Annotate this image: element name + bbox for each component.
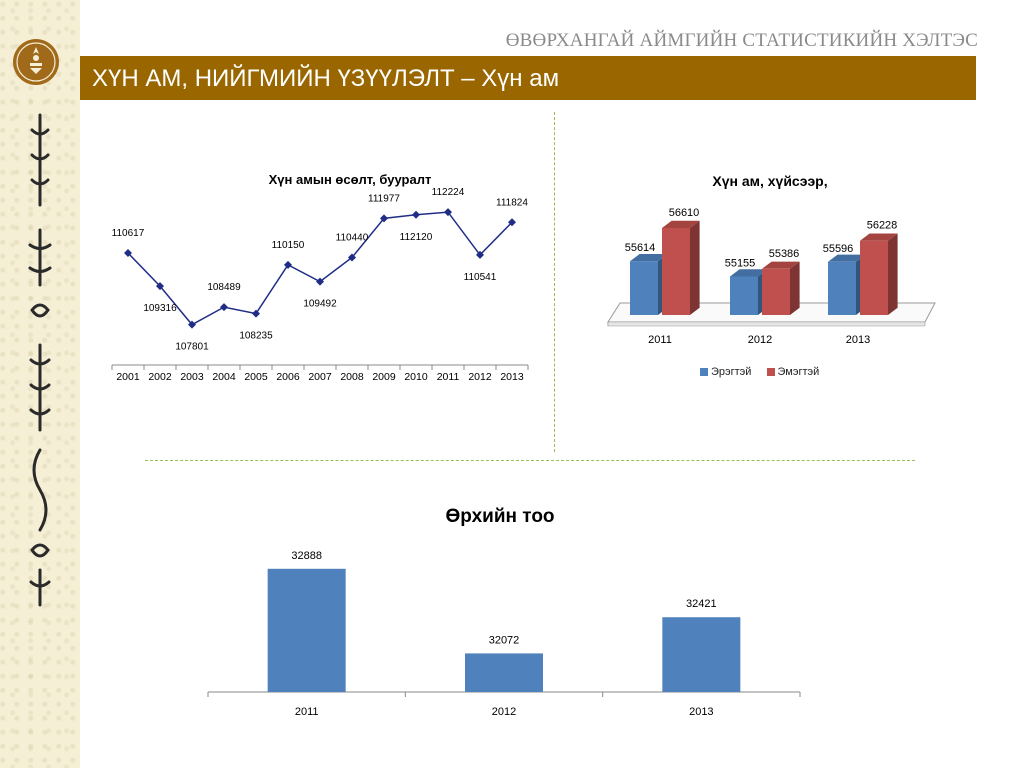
data-point bbox=[316, 277, 324, 286]
gender-chart-legend: Эрэгтэй Эмэгтэй bbox=[700, 366, 831, 379]
legend-swatch-male bbox=[700, 368, 708, 376]
legend-item-male: Эрэгтэй bbox=[700, 366, 751, 378]
data-point bbox=[348, 253, 356, 262]
bar-side bbox=[690, 220, 700, 315]
organization-title: ӨВӨРХАНГАЙ АЙМГИЙН СТАТИСТИКИЙН ХЭЛТЭС bbox=[505, 30, 978, 51]
horizontal-separator bbox=[145, 460, 915, 461]
banner-title: ХҮН АМ, НИЙГМИЙН ҮЗҮҮЛЭЛТ – Хүн ам bbox=[92, 65, 560, 92]
data-point bbox=[444, 208, 452, 217]
x-tick-label: 2009 bbox=[372, 371, 396, 383]
x-tick-label: 2013 bbox=[500, 371, 524, 383]
bar-side bbox=[790, 261, 800, 315]
bar-front bbox=[762, 268, 790, 315]
data-point bbox=[220, 303, 228, 312]
household-bar bbox=[267, 568, 346, 692]
data-label: 56610 bbox=[669, 207, 700, 219]
x-tick-label: 2011 bbox=[648, 334, 672, 346]
x-tick-label: 2012 bbox=[468, 371, 492, 383]
data-label: 107801 bbox=[175, 342, 209, 353]
data-point bbox=[252, 309, 260, 318]
data-label: 110617 bbox=[112, 228, 145, 239]
x-tick-label: 2013 bbox=[689, 706, 713, 718]
legend-item-female: Эмэгтэй bbox=[766, 366, 820, 378]
bar-top bbox=[662, 220, 700, 228]
data-point bbox=[476, 250, 484, 259]
bar-top bbox=[762, 261, 800, 269]
x-tick-label: 2013 bbox=[846, 334, 870, 346]
emblem-logo-icon bbox=[13, 39, 59, 85]
bar-front bbox=[828, 261, 856, 315]
section-banner: ХҮН АМ, НИЙГМИЙН ҮЗҮҮЛЭЛТ – Хүн ам bbox=[80, 56, 976, 100]
x-tick-label: 2010 bbox=[404, 371, 428, 383]
decorative-side-strip bbox=[0, 0, 80, 768]
data-label: 109492 bbox=[303, 299, 337, 310]
bar-top bbox=[828, 254, 866, 262]
bar-top bbox=[860, 233, 898, 241]
data-label: 112120 bbox=[400, 232, 433, 243]
data-label: 111824 bbox=[496, 197, 528, 208]
data-point bbox=[508, 218, 516, 227]
data-label: 55155 bbox=[725, 258, 756, 270]
data-label: 109316 bbox=[143, 303, 177, 314]
data-point bbox=[188, 320, 196, 329]
x-tick-label: 2002 bbox=[148, 371, 172, 383]
data-label: 32421 bbox=[686, 598, 717, 610]
data-label: 32888 bbox=[291, 550, 322, 562]
household-bar bbox=[465, 653, 543, 692]
data-point bbox=[380, 214, 388, 223]
household-bar bbox=[662, 617, 741, 692]
x-tick-label: 2008 bbox=[340, 371, 364, 383]
legend-label-female: Эмэгтэй bbox=[777, 366, 820, 378]
x-tick-label: 2004 bbox=[212, 371, 236, 383]
data-point bbox=[284, 260, 292, 269]
data-label: 112224 bbox=[432, 187, 465, 198]
legend-swatch-female bbox=[766, 368, 775, 376]
bar-top bbox=[730, 269, 768, 277]
population-change-chart-title: Хүн амын өсөлт, бууралт bbox=[268, 172, 432, 187]
data-label: 55386 bbox=[769, 248, 800, 260]
legend-label-male: Эрэгтэй bbox=[711, 366, 752, 378]
vertical-separator bbox=[554, 112, 555, 452]
household-count-chart-title: Өрхийн тоо bbox=[445, 506, 555, 527]
x-tick-label: 2007 bbox=[308, 371, 332, 383]
bar-front bbox=[630, 261, 658, 315]
bar-front bbox=[860, 240, 888, 315]
x-tick-label: 2005 bbox=[244, 371, 268, 383]
x-tick-label: 2011 bbox=[437, 371, 460, 383]
data-label: 55614 bbox=[625, 242, 656, 254]
bar-top bbox=[630, 254, 668, 262]
data-label: 108489 bbox=[207, 282, 241, 293]
x-tick-label: 2011 bbox=[295, 706, 319, 718]
bar-side bbox=[888, 233, 898, 315]
data-label: 110150 bbox=[272, 240, 305, 251]
floor-front bbox=[607, 321, 926, 327]
x-tick-label: 2012 bbox=[748, 334, 772, 346]
data-label: 108235 bbox=[239, 331, 273, 342]
x-tick-label: 2012 bbox=[492, 706, 516, 718]
data-label: 111977 bbox=[368, 193, 400, 204]
data-label: 32072 bbox=[489, 634, 520, 646]
x-tick-label: 2006 bbox=[276, 371, 300, 383]
mongolian-script-decoration bbox=[28, 113, 52, 607]
data-point bbox=[412, 210, 420, 219]
x-tick-label: 2003 bbox=[180, 371, 204, 383]
data-point bbox=[124, 248, 132, 257]
data-label: 56228 bbox=[867, 220, 898, 232]
data-label: 55596 bbox=[823, 243, 854, 255]
bar-front bbox=[662, 228, 690, 315]
data-label: 110541 bbox=[464, 272, 497, 283]
bar-front bbox=[730, 276, 758, 315]
x-tick-label: 2001 bbox=[116, 371, 140, 383]
data-point bbox=[156, 282, 164, 291]
population-by-gender-chart-title: Хүн ам, хүйсээр, bbox=[712, 173, 828, 189]
data-label: 110440 bbox=[336, 232, 369, 243]
